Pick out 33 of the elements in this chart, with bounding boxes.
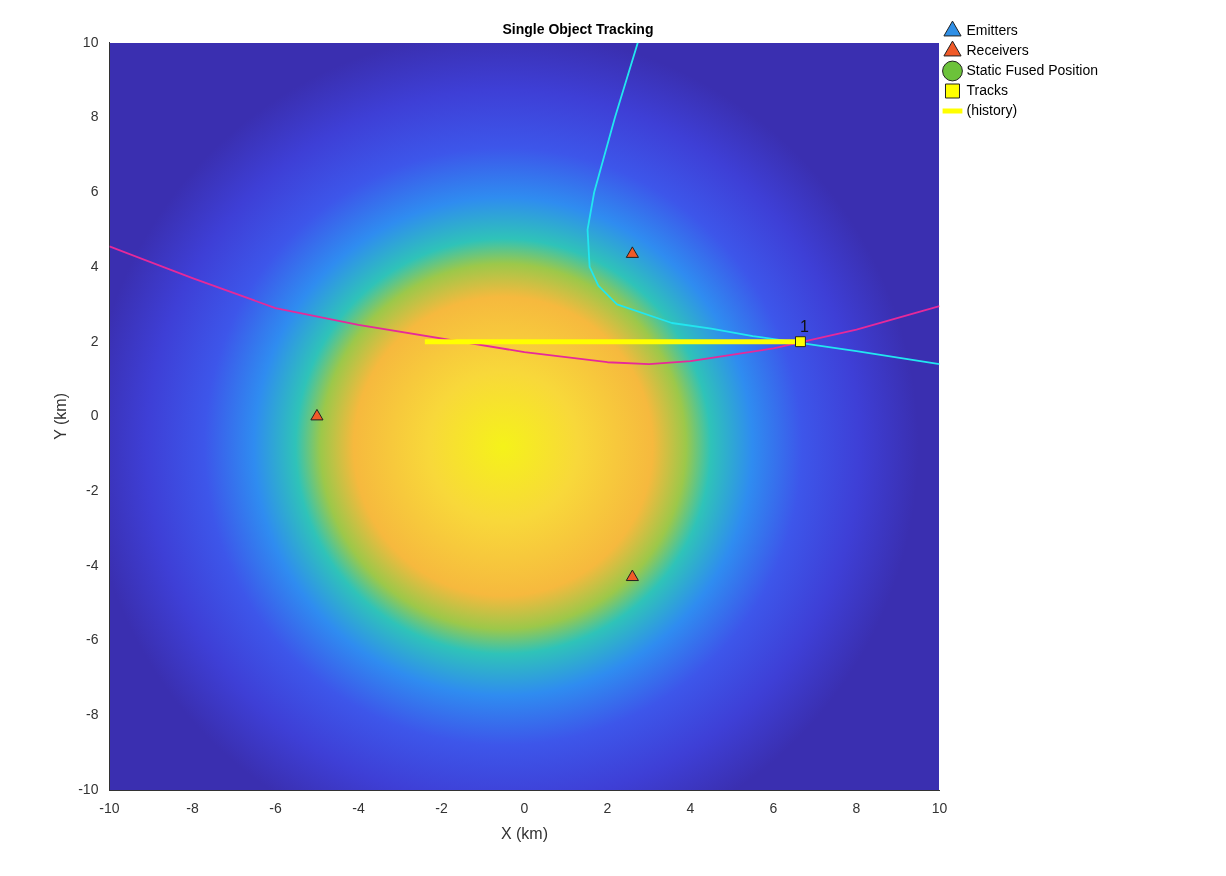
x-tick-label: -8 bbox=[186, 800, 199, 817]
y-tick-label: 4 bbox=[90, 257, 99, 274]
y-tick-label: -6 bbox=[85, 631, 99, 648]
legend-label: Tracks bbox=[966, 81, 1008, 98]
y-tick-label: -10 bbox=[78, 780, 99, 797]
x-tick-label: -6 bbox=[269, 800, 282, 817]
y-tick-label: -4 bbox=[85, 556, 99, 573]
point bbox=[625, 569, 639, 582]
y-tick-label: 2 bbox=[90, 332, 99, 349]
x-tick-label: 2 bbox=[603, 800, 612, 817]
y-axis-title: Y (km) bbox=[52, 392, 70, 440]
x-tick-label: 6 bbox=[769, 800, 778, 817]
legend-label: (history) bbox=[966, 101, 1018, 118]
x-tick-label: 4 bbox=[686, 800, 695, 817]
annotation: 1 bbox=[800, 317, 809, 335]
x-tick-label: -4 bbox=[352, 800, 365, 817]
x-tick-label: 8 bbox=[852, 800, 861, 817]
y-tick-label: 6 bbox=[90, 183, 99, 200]
chart-title: Single Object Tracking bbox=[502, 21, 654, 38]
legend-label: Receivers bbox=[966, 41, 1029, 58]
y-tick-label: 8 bbox=[90, 108, 99, 125]
y-tick-label: 0 bbox=[90, 407, 99, 424]
legend-label: Emitters bbox=[966, 21, 1018, 38]
x-tick-label: 10 bbox=[931, 800, 948, 817]
x-axis-title: X (km) bbox=[500, 824, 549, 842]
x-tick-label: -2 bbox=[435, 800, 448, 817]
x-tick-label: 0 bbox=[520, 800, 529, 817]
y-tick-label: -2 bbox=[85, 481, 99, 498]
y-tick-label: 10 bbox=[82, 33, 99, 50]
point bbox=[310, 408, 324, 421]
legend-label: Static Fused Position bbox=[966, 61, 1099, 78]
y-tick-label: -8 bbox=[85, 706, 99, 723]
point bbox=[625, 246, 639, 258]
